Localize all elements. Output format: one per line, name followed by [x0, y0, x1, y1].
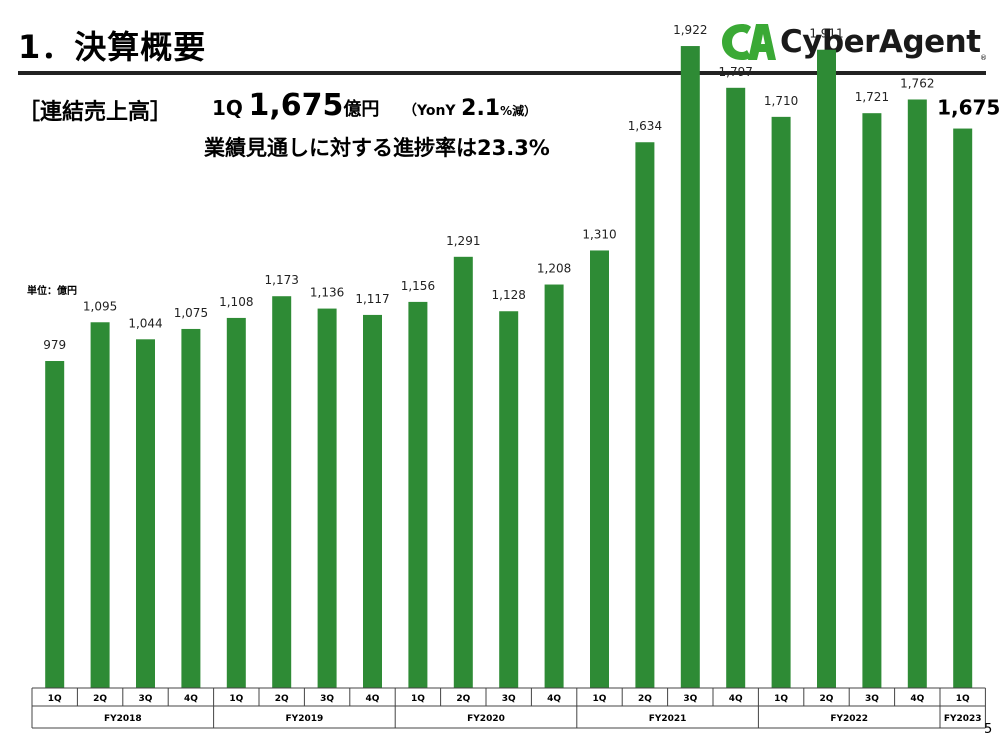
bar-15	[680, 46, 700, 688]
fiscal-year-label-6: FY2023	[944, 714, 982, 724]
data-label-5: 1,108	[219, 295, 253, 309]
data-label-21: 1,675	[937, 96, 1000, 120]
data-label-8: 1,117	[355, 292, 389, 306]
bar-20	[907, 99, 927, 688]
bar-18	[817, 49, 836, 688]
cyberagent-logo: CyberAgent ®	[720, 18, 990, 68]
data-label-16: 1,797	[719, 65, 753, 79]
data-label-2: 1,095	[83, 299, 117, 313]
headline-yoy-value: 2.1	[461, 96, 501, 121]
bar-4	[181, 328, 201, 688]
x-tick-label-16: 4Q	[729, 694, 743, 704]
x-tick-label-11: 3Q	[502, 694, 516, 704]
x-tick-label-1: 1Q	[48, 694, 62, 704]
x-tick-label-19: 3Q	[865, 694, 879, 704]
x-tick-label-2: 2Q	[93, 694, 107, 704]
bar-7	[317, 308, 337, 688]
data-label-11: 1,128	[492, 288, 526, 302]
data-label-10: 1,291	[446, 234, 480, 248]
bar-16	[726, 87, 746, 688]
x-tick-label-4: 4Q	[184, 694, 198, 704]
fiscal-year-label-2: FY2019	[286, 714, 324, 724]
data-label-9: 1,156	[401, 279, 435, 293]
x-tick-label-18: 2Q	[820, 694, 834, 704]
x-tick-label-20: 4Q	[910, 694, 924, 704]
bar-9	[408, 301, 428, 688]
x-tick-label-14: 2Q	[638, 694, 652, 704]
fiscal-year-label-1: FY2018	[104, 714, 142, 724]
data-label-20: 1,762	[900, 76, 934, 90]
fiscal-year-label-3: FY2020	[467, 714, 505, 724]
data-label-15: 1,922	[673, 23, 707, 37]
unit-note: 単位：億円	[27, 286, 77, 297]
data-label-14: 1,634	[628, 119, 662, 133]
data-label-12: 1,208	[537, 262, 571, 276]
ca-logo-icon	[722, 24, 776, 60]
x-tick-label-15: 3Q	[683, 694, 697, 704]
bar-19	[862, 113, 882, 689]
headline-unit: 億円	[343, 99, 380, 120]
fiscal-year-label-4: FY2021	[649, 714, 687, 724]
data-label-4: 1,075	[174, 306, 208, 320]
x-tick-label-17: 1Q	[774, 694, 788, 704]
bar-21	[953, 128, 973, 689]
x-tick-label-6: 2Q	[275, 694, 289, 704]
headline-quarter: 1Q	[212, 96, 243, 120]
progress-rate-text: 業績見通しに対する進捗率は23.3%	[204, 136, 550, 160]
segment-label: ［連結売上高］	[18, 100, 173, 125]
headline-yoy-suffix: %減）	[500, 104, 537, 118]
x-tick-label-13: 1Q	[593, 694, 607, 704]
title-underline	[18, 71, 986, 75]
data-label-17: 1,710	[764, 94, 798, 108]
data-label-1: 979	[43, 338, 66, 352]
bar-8	[363, 314, 382, 688]
bar-2	[90, 322, 110, 688]
page-title: 1．決算概要	[18, 28, 207, 66]
headline-value: 1,675	[248, 88, 344, 123]
bar-11	[499, 311, 519, 688]
data-label-6: 1,173	[265, 273, 299, 287]
x-tick-label-9: 1Q	[411, 694, 425, 704]
bar-17	[771, 116, 791, 689]
fiscal-year-label-5: FY2022	[830, 714, 868, 724]
x-tick-label-7: 3Q	[320, 694, 334, 704]
x-tick-label-5: 1Q	[229, 694, 243, 704]
bar-1	[45, 361, 65, 688]
headline: 1Q 1,675億円 （YonY 2.1%減）	[212, 88, 536, 123]
bar-13	[590, 250, 609, 688]
data-label-7: 1,136	[310, 286, 344, 300]
x-tick-label-8: 4Q	[366, 694, 380, 704]
x-tick-label-3: 3Q	[139, 694, 153, 704]
logo-registered-mark: ®	[980, 54, 987, 62]
bar-14	[635, 142, 655, 688]
data-label-13: 1,310	[582, 227, 616, 241]
data-label-3: 1,044	[128, 316, 162, 330]
bar-10	[453, 256, 473, 688]
logo-wordmark: CyberAgent	[780, 24, 981, 60]
headline-yoy-prefix: （YonY	[402, 103, 456, 119]
x-tick-label-21: 1Q	[956, 694, 970, 704]
x-tick-label-10: 2Q	[456, 694, 470, 704]
bar-5	[226, 317, 246, 688]
data-label-18: 1,911	[809, 27, 843, 41]
bar-12	[544, 284, 564, 688]
page-number: 5	[984, 722, 993, 737]
data-label-19: 1,721	[855, 90, 889, 104]
x-tick-label-12: 4Q	[547, 694, 561, 704]
bar-3	[136, 339, 155, 688]
bar-6	[272, 296, 292, 688]
